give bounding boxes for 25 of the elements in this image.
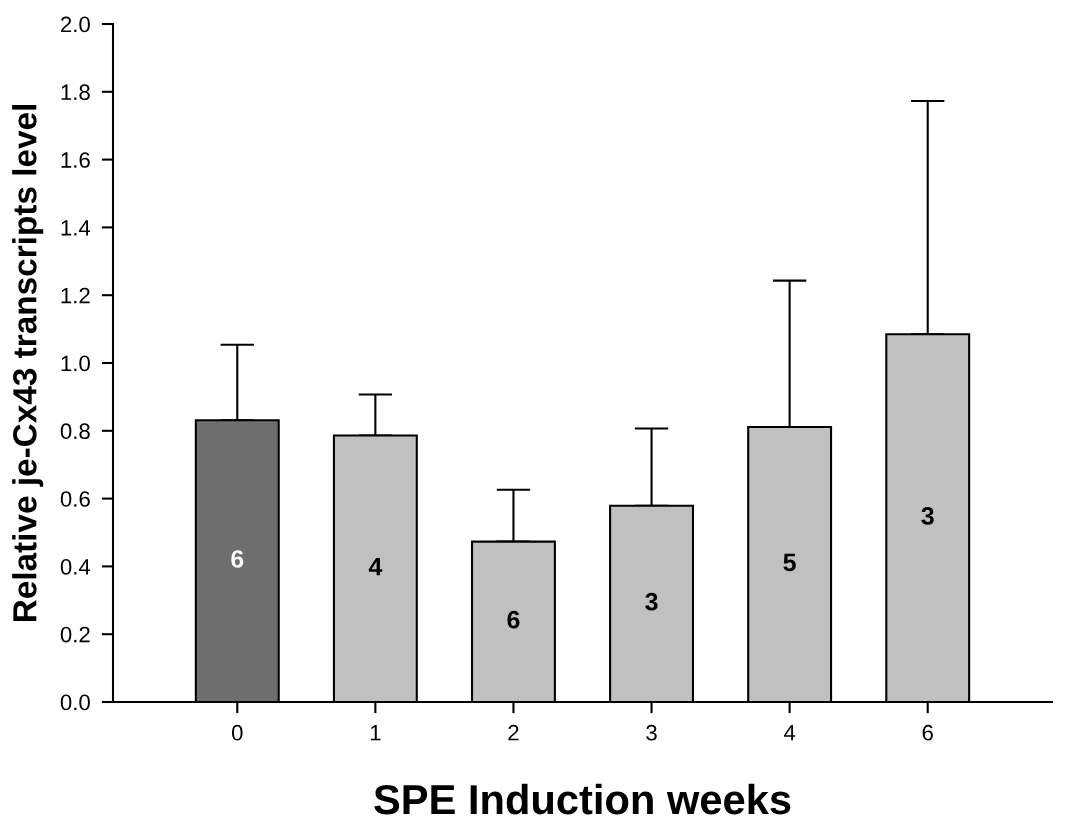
y-tick-label: 2.0 [61, 16, 90, 33]
y-tick-label: 1.2 [61, 287, 90, 304]
y-tick-label: 1.8 [61, 84, 90, 101]
y-tick-label: 0.0 [60, 694, 90, 711]
annotation: 3 [921, 507, 934, 525]
x-tick-label: 1 [370, 725, 381, 741]
x-tick-label: 6 [922, 724, 933, 741]
annotation: 6 [507, 610, 520, 629]
y-axis-title: Relative je-Cx43 transcripts level [12, 105, 44, 622]
x-tick-label: 2 [508, 724, 519, 741]
annotation: 3 [645, 592, 658, 611]
annotation: 4 [368, 558, 383, 576]
y-tick-label: 1.0 [61, 355, 90, 372]
y-tick-label: 0.4 [60, 558, 91, 575]
x-axis-title: SPE Induction weeks [374, 783, 791, 815]
annotation: 5 [783, 553, 796, 572]
y-tick-label: 0.8 [60, 423, 90, 440]
y-tick-label: 0.6 [60, 491, 90, 507]
x-tick-label: 4 [783, 725, 796, 741]
x-tick-label: 3 [646, 724, 657, 741]
annotation: 6 [231, 550, 244, 568]
y-tick-label: 0.2 [60, 626, 90, 643]
y-tick-label: 1.6 [61, 152, 90, 168]
y-tick-label: 1.4 [61, 220, 91, 236]
x-tick-label: 0 [231, 724, 243, 741]
